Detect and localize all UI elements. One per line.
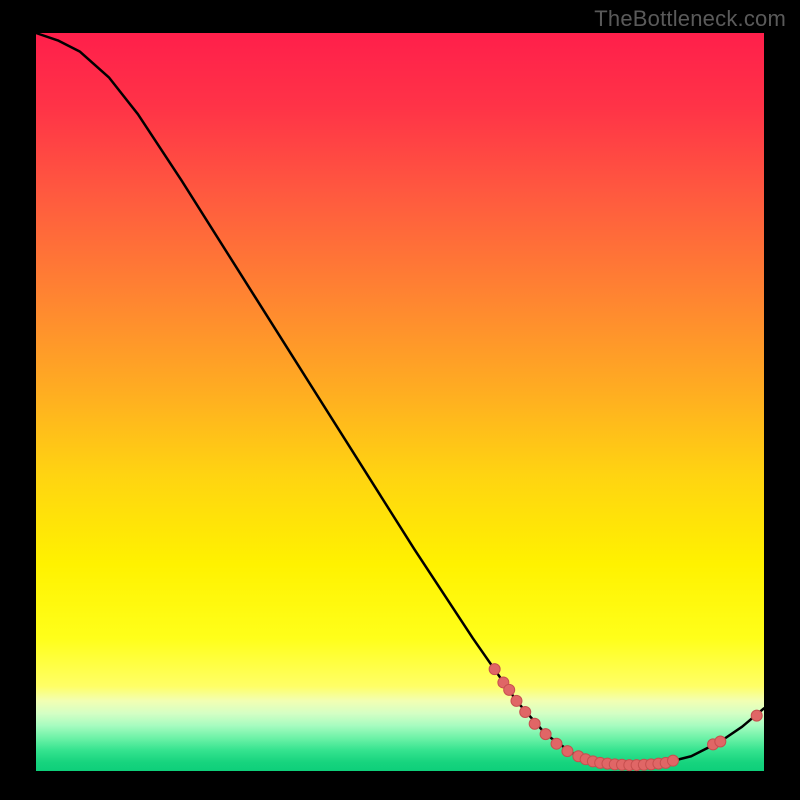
data-marker — [668, 755, 679, 766]
data-marker — [529, 718, 540, 729]
data-marker — [504, 684, 515, 695]
data-marker — [511, 695, 522, 706]
data-marker — [562, 746, 573, 757]
data-marker — [520, 706, 531, 717]
data-marker — [489, 664, 500, 675]
data-marker — [751, 710, 762, 721]
data-marker — [715, 736, 726, 747]
bottleneck-chart — [0, 0, 800, 800]
data-marker — [540, 729, 551, 740]
data-marker — [551, 738, 562, 749]
chart-container: TheBottleneck.com — [0, 0, 800, 800]
plot-background — [36, 33, 764, 771]
watermark-text: TheBottleneck.com — [594, 6, 786, 32]
